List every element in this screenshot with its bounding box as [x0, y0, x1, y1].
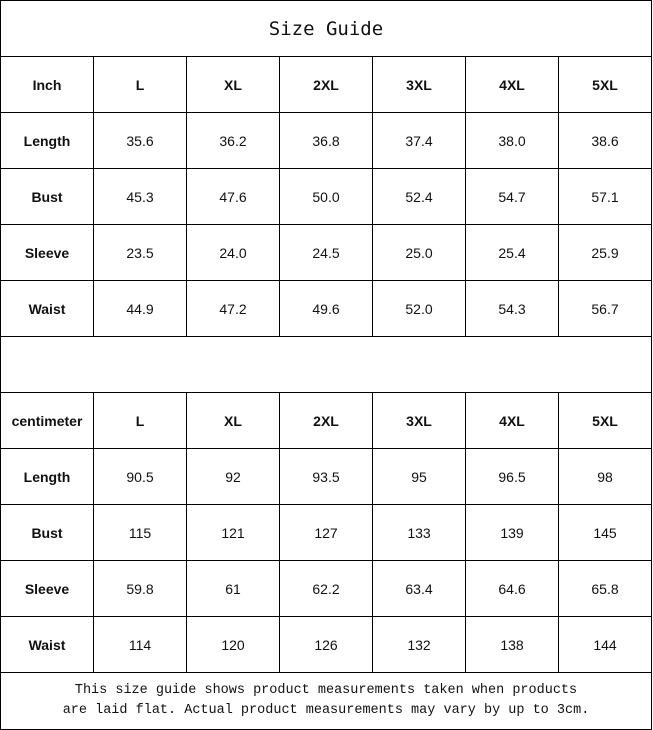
measurement-cell: 35.6	[93, 112, 187, 169]
table-row: Waist 114 120 126 132 138 144	[0, 616, 652, 673]
measurement-cell: 23.5	[93, 224, 187, 281]
measurement-cell: 90.5	[93, 448, 187, 505]
size-header: 3XL	[372, 392, 466, 449]
size-header: 4XL	[465, 392, 559, 449]
header-row: Inch L XL 2XL 3XL 4XL 5XL	[0, 56, 652, 113]
row-label: Waist	[0, 616, 94, 673]
measurement-cell: 49.6	[279, 280, 373, 337]
row-label: Length	[0, 448, 94, 505]
measurement-cell: 52.0	[372, 280, 466, 337]
size-header: L	[93, 392, 187, 449]
table-row: Sleeve 59.8 61 62.2 63.4 64.6 65.8	[0, 560, 652, 617]
row-label: Length	[0, 112, 94, 169]
measurement-cell: 25.9	[558, 224, 652, 281]
size-header: 5XL	[558, 56, 652, 113]
measurement-cell: 127	[279, 504, 373, 561]
measurement-cell: 47.6	[186, 168, 280, 225]
size-header: 5XL	[558, 392, 652, 449]
table-row: Bust 45.3 47.6 50.0 52.4 54.7 57.1	[0, 168, 652, 225]
row-label: Bust	[0, 504, 94, 561]
table-row: Length 90.5 92 93.5 95 96.5 98	[0, 448, 652, 505]
measurement-cell: 54.3	[465, 280, 559, 337]
measurement-cell: 98	[558, 448, 652, 505]
size-header: XL	[186, 56, 280, 113]
unit-header: Inch	[0, 56, 94, 113]
measurement-cell: 63.4	[372, 560, 466, 617]
measurement-cell: 57.1	[558, 168, 652, 225]
measurement-cell: 92	[186, 448, 280, 505]
header-row: centimeter L XL 2XL 3XL 4XL 5XL	[0, 392, 652, 449]
size-header: 4XL	[465, 56, 559, 113]
measurement-cell: 36.8	[279, 112, 373, 169]
unit-header: centimeter	[0, 392, 94, 449]
measurement-cell: 38.6	[558, 112, 652, 169]
measurement-cell: 139	[465, 504, 559, 561]
measurement-cell: 138	[465, 616, 559, 673]
measurement-cell: 65.8	[558, 560, 652, 617]
measurement-cell: 126	[279, 616, 373, 673]
measurement-cell: 62.2	[279, 560, 373, 617]
measurement-cell: 115	[93, 504, 187, 561]
table-row: Length 35.6 36.2 36.8 37.4 38.0 38.6	[0, 112, 652, 169]
measurement-cell: 120	[186, 616, 280, 673]
note-line: are laid flat. Actual product measuremen…	[62, 703, 590, 718]
measurement-cell: 44.9	[93, 280, 187, 337]
measurement-cell: 25.0	[372, 224, 466, 281]
measurement-cell: 133	[372, 504, 466, 561]
note-row: This size guide shows product measuremen…	[0, 672, 652, 730]
measurement-cell: 38.0	[465, 112, 559, 169]
table-row: Bust 115 121 127 133 139 145	[0, 504, 652, 561]
measurement-cell: 93.5	[279, 448, 373, 505]
table-row: Sleeve 23.5 24.0 24.5 25.0 25.4 25.9	[0, 224, 652, 281]
measurement-cell: 132	[372, 616, 466, 673]
size-header: XL	[186, 392, 280, 449]
measurement-cell: 95	[372, 448, 466, 505]
table-row: Waist 44.9 47.2 49.6 52.0 54.3 56.7	[0, 280, 652, 337]
size-header: 2XL	[279, 56, 373, 113]
row-label: Waist	[0, 280, 94, 337]
row-label: Sleeve	[0, 560, 94, 617]
measurement-cell: 50.0	[279, 168, 373, 225]
spacer-row	[0, 336, 652, 393]
row-label: Bust	[0, 168, 94, 225]
measurement-cell: 36.2	[186, 112, 280, 169]
measurement-cell: 114	[93, 616, 187, 673]
measurement-cell: 96.5	[465, 448, 559, 505]
measurement-cell: 25.4	[465, 224, 559, 281]
measurement-note: This size guide shows product measuremen…	[0, 672, 652, 730]
measurement-cell: 45.3	[93, 168, 187, 225]
spacer-cell	[0, 336, 652, 393]
size-header: L	[93, 56, 187, 113]
size-header: 2XL	[279, 392, 373, 449]
measurement-cell: 64.6	[465, 560, 559, 617]
measurement-cell: 121	[186, 504, 280, 561]
measurement-cell: 59.8	[93, 560, 187, 617]
measurement-cell: 24.0	[186, 224, 280, 281]
title-row: Size Guide	[0, 0, 652, 57]
measurement-cell: 24.5	[279, 224, 373, 281]
measurement-cell: 56.7	[558, 280, 652, 337]
size-header: 3XL	[372, 56, 466, 113]
row-label: Sleeve	[0, 224, 94, 281]
measurement-cell: 52.4	[372, 168, 466, 225]
note-line: This size guide shows product measuremen…	[74, 683, 578, 698]
measurement-cell: 54.7	[465, 168, 559, 225]
measurement-cell: 145	[558, 504, 652, 561]
measurement-cell: 144	[558, 616, 652, 673]
measurement-cell: 37.4	[372, 112, 466, 169]
page-title: Size Guide	[0, 0, 652, 57]
measurement-cell: 47.2	[186, 280, 280, 337]
measurement-cell: 61	[186, 560, 280, 617]
